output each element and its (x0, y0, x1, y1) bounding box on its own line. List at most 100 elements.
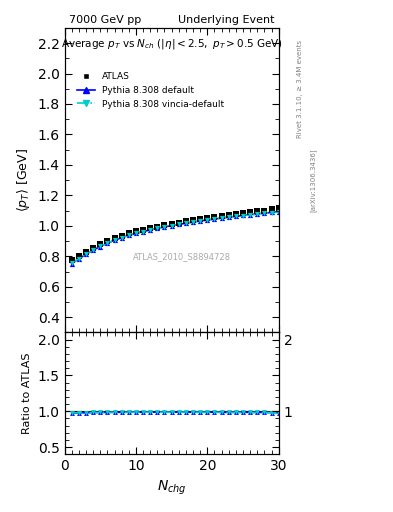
Point (97, 408, 103, 416)
Point (247, 408, 253, 416)
Point (247, 210, 253, 219)
Point (240, 408, 246, 416)
Point (275, 409, 282, 417)
Point (254, 409, 261, 417)
Point (275, 204, 282, 212)
Point (119, 408, 125, 416)
Point (154, 408, 160, 416)
Point (226, 408, 232, 416)
Point (268, 208, 275, 217)
Point (76, 255, 82, 263)
Point (176, 220, 182, 228)
Point (233, 408, 239, 416)
Point (126, 408, 132, 416)
Point (147, 408, 153, 416)
Point (90, 244, 96, 252)
Point (133, 408, 139, 416)
Point (197, 217, 203, 225)
Point (247, 208, 253, 216)
Point (268, 205, 275, 214)
Point (219, 408, 225, 416)
Point (190, 408, 196, 416)
Text: [arXiv:1306.3436]: [arXiv:1306.3436] (310, 148, 316, 212)
Point (76, 252, 82, 261)
Point (211, 408, 218, 416)
Point (154, 224, 160, 232)
Point (169, 222, 175, 230)
Point (111, 408, 118, 416)
Point (140, 408, 146, 416)
Point (261, 409, 268, 417)
Point (68, 256, 75, 264)
Point (68, 260, 75, 268)
Point (176, 220, 182, 228)
Point (111, 234, 118, 242)
Point (169, 408, 175, 416)
Point (268, 208, 275, 217)
Point (140, 225, 146, 233)
Point (204, 408, 211, 416)
Y-axis label: $\langle p_T \rangle$ [GeV]: $\langle p_T \rangle$ [GeV] (15, 148, 32, 212)
Point (97, 243, 103, 251)
Point (68, 409, 75, 417)
Point (233, 212, 239, 221)
Point (176, 219, 182, 227)
Point (261, 209, 268, 217)
Point (147, 224, 153, 232)
Point (190, 218, 196, 226)
Point (162, 223, 168, 231)
Point (268, 409, 275, 417)
Point (275, 409, 282, 417)
Point (211, 408, 218, 416)
Point (104, 408, 110, 416)
Point (76, 409, 82, 417)
Point (68, 409, 75, 417)
Point (154, 224, 160, 232)
Point (261, 206, 268, 215)
Point (83, 248, 89, 256)
Point (226, 213, 232, 221)
Point (162, 408, 168, 416)
Point (247, 409, 253, 417)
Point (162, 223, 168, 231)
Point (254, 210, 261, 218)
Point (240, 211, 246, 220)
Point (154, 408, 160, 416)
Point (197, 408, 203, 416)
Text: ATLAS_2010_S8894728: ATLAS_2010_S8894728 (133, 252, 231, 261)
Point (169, 222, 175, 230)
Point (90, 246, 96, 254)
Point (111, 408, 118, 416)
Point (226, 408, 232, 416)
Point (83, 409, 89, 417)
Point (68, 259, 75, 267)
Point (97, 409, 103, 417)
Point (162, 408, 168, 416)
Point (204, 408, 211, 416)
Point (83, 409, 89, 417)
Point (275, 208, 282, 216)
Point (104, 409, 110, 417)
Point (261, 209, 268, 218)
Point (233, 210, 239, 218)
Point (162, 221, 168, 229)
Point (90, 246, 96, 254)
Point (169, 220, 175, 228)
Point (133, 227, 139, 236)
Point (233, 408, 239, 416)
Point (219, 214, 225, 222)
Point (240, 209, 246, 217)
Point (233, 212, 239, 221)
Text: Rivet 3.1.10, ≥ 3.4M events: Rivet 3.1.10, ≥ 3.4M events (297, 39, 303, 138)
Point (111, 236, 118, 244)
X-axis label: $N_{chg}$: $N_{chg}$ (157, 479, 187, 497)
Point (268, 409, 275, 417)
Point (211, 213, 218, 221)
Point (126, 229, 132, 238)
Point (90, 409, 96, 417)
Point (226, 211, 232, 219)
Point (254, 207, 261, 216)
Point (183, 217, 189, 225)
Point (140, 227, 146, 236)
Point (140, 408, 146, 416)
